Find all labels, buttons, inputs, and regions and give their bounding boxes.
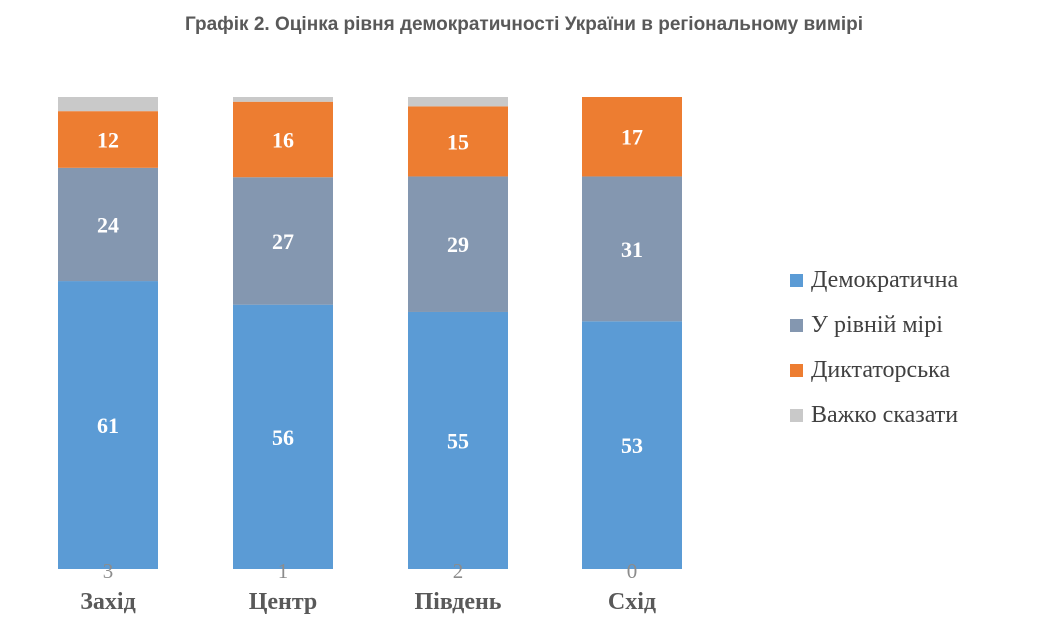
bar-segment-hard-to-say: [233, 97, 333, 102]
data-label-hard-to-say: 1: [278, 559, 289, 583]
legend-label-equal: У рівній мірі: [811, 312, 943, 338]
bar-segment-dictatorial: [408, 106, 508, 177]
legend-swatch-dictatorial: [790, 364, 803, 377]
legend-swatch-democratic: [790, 274, 803, 287]
legend-item-equal: У рівній мірі: [790, 303, 958, 348]
bar-segment-equal: [408, 176, 508, 312]
legend-label-democratic: Демократична: [811, 267, 959, 293]
category-label: Центр: [249, 589, 318, 615]
bar-segment-dictatorial: [58, 111, 158, 168]
category-label: Схід: [608, 589, 656, 615]
data-label-democratic: 55: [447, 428, 469, 453]
legend-swatch-hard-to-say: [790, 409, 803, 422]
data-label-democratic: 61: [97, 413, 119, 438]
legend-item-democratic: Демократична: [790, 258, 958, 303]
data-label-equal: 29: [447, 232, 469, 257]
legend-label-dictatorial: Диктаторська: [811, 357, 951, 383]
bar-segment-hard-to-say: [408, 97, 508, 107]
bar-segment-democratic: [582, 321, 682, 569]
bar-segment-dictatorial: [233, 101, 333, 178]
legend: Демократична У рівній мірі Диктаторська …: [790, 258, 958, 438]
data-label-democratic: 53: [621, 433, 643, 458]
bar-segment-equal: [233, 177, 333, 305]
bar-segment-democratic: [408, 311, 508, 569]
data-label-equal: 31: [621, 237, 643, 262]
legend-swatch-equal: [790, 319, 803, 332]
data-label-equal: 24: [97, 212, 119, 237]
bar-segment-democratic: [233, 304, 333, 569]
bar-segment-equal: [582, 176, 682, 322]
data-label-dictatorial: 17: [621, 125, 643, 150]
data-label-dictatorial: 16: [272, 127, 294, 152]
legend-item-hard-to-say: Важко сказати: [790, 393, 958, 438]
bar-segment-hard-to-say: [58, 97, 158, 112]
chart-title: Графік 2. Оцінка рівня демократичності У…: [184, 14, 864, 35]
bar-segment-democratic: [58, 281, 158, 569]
legend-label-hard-to-say: Важко сказати: [811, 402, 959, 428]
category-label: Захід: [80, 589, 135, 615]
bar-segment-equal: [58, 167, 158, 282]
data-label-equal: 27: [272, 229, 294, 254]
data-label-democratic: 56: [272, 425, 294, 450]
legend-item-dictatorial: Диктаторська: [790, 348, 958, 393]
data-label-hard-to-say: 0: [627, 559, 638, 583]
category-label: Південь: [414, 589, 501, 615]
data-label-hard-to-say: 2: [453, 559, 464, 583]
data-label-hard-to-say: 3: [103, 559, 114, 583]
data-label-dictatorial: 12: [97, 127, 119, 152]
data-label-dictatorial: 15: [447, 129, 469, 154]
bar-segment-dictatorial: [582, 97, 682, 177]
